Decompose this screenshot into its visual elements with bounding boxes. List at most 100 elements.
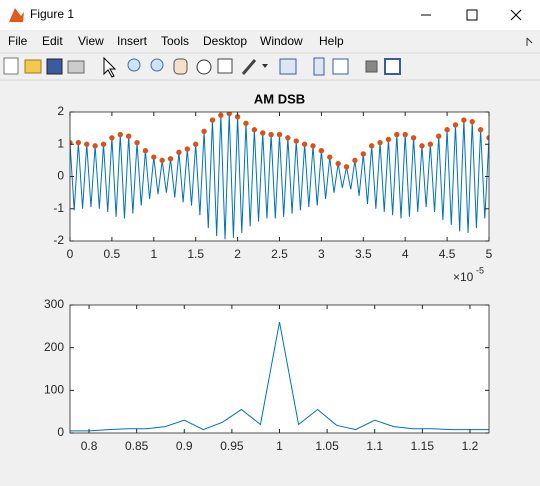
- x-multiplier: ×10: [453, 270, 474, 284]
- toolbar-icon[interactable]: [196, 59, 212, 75]
- data-marker: [142, 148, 149, 154]
- close-button[interactable]: [510, 9, 522, 21]
- data-marker: [310, 143, 316, 149]
- y-tick-label: 0: [57, 169, 64, 183]
- x-tick-label: 1.1: [366, 439, 383, 453]
- data-marker: [75, 139, 82, 146]
- toolbar-icon[interactable]: [262, 64, 268, 68]
- toolbar-icon[interactable]: [332, 58, 349, 75]
- y-tick-label: 1: [57, 136, 64, 150]
- x-tick-label: 4: [402, 247, 409, 261]
- y-tick-label: 0: [57, 425, 64, 439]
- data-marker: [402, 131, 408, 138]
- x-tick-label: 1.2: [462, 439, 479, 453]
- data-marker: [159, 157, 165, 164]
- toolbar-icon[interactable]: [217, 58, 233, 74]
- data-marker: [92, 143, 98, 149]
- x-tick-label: 5: [486, 247, 493, 261]
- toolbar-icon[interactable]: [67, 60, 85, 74]
- maximize-button[interactable]: [466, 9, 478, 21]
- menu-item[interactable]: Insert: [117, 34, 148, 48]
- data-marker: [209, 117, 216, 123]
- data-marker: [377, 139, 383, 146]
- x-tick-label: 1.15: [411, 439, 435, 453]
- y-tick-label: 2: [57, 104, 64, 118]
- data-marker: [301, 141, 308, 147]
- chart-title: AM DSB: [254, 91, 305, 106]
- data-marker: [100, 141, 107, 147]
- x-tick-label: 0.95: [220, 439, 244, 453]
- data-marker: [125, 133, 132, 139]
- x-tick-label: 4.5: [439, 247, 456, 261]
- menu-item[interactable]: View: [78, 34, 104, 48]
- data-marker: [218, 112, 224, 118]
- plot-area: [70, 112, 489, 241]
- data-marker: [419, 143, 425, 149]
- x-tick-label: 3.5: [355, 247, 372, 261]
- menu-bar: File Edit View Insert Tools Desktop Window Help: [8, 34, 344, 48]
- title-bar: [0, 0, 540, 30]
- data-marker: [352, 157, 358, 164]
- data-marker: [276, 131, 283, 138]
- dock-icon[interactable]: [526, 37, 533, 46]
- data-marker: [285, 135, 291, 141]
- x-tick-label: 3: [318, 247, 325, 261]
- data-marker: [410, 135, 417, 141]
- toolbar-icon[interactable]: [313, 57, 325, 76]
- menu-item[interactable]: Desktop: [203, 34, 247, 48]
- data-marker: [176, 149, 182, 156]
- data-marker: [461, 117, 467, 123]
- data-marker: [477, 127, 484, 133]
- data-marker: [117, 131, 123, 138]
- data-marker: [436, 133, 442, 139]
- menu-item[interactable]: File: [8, 34, 28, 48]
- toolbar-icon[interactable]: [3, 57, 19, 75]
- data-marker: [293, 138, 299, 144]
- x-tick-label: 1: [150, 247, 157, 261]
- data-marker: [243, 120, 249, 126]
- x-tick-label: 1: [276, 439, 283, 453]
- menu-item[interactable]: Help: [319, 34, 344, 48]
- data-marker: [327, 154, 333, 160]
- y-tick-label: 300: [44, 297, 64, 311]
- data-marker: [318, 148, 325, 154]
- data-marker: [109, 135, 115, 141]
- toolbar-icon[interactable]: [365, 60, 378, 73]
- data-marker: [201, 128, 207, 135]
- data-marker: [151, 154, 157, 160]
- data-marker: [268, 131, 274, 138]
- data-marker: [84, 141, 90, 147]
- data-marker: [134, 139, 140, 146]
- data-marker: [335, 160, 341, 167]
- toolbar-icon[interactable]: [150, 58, 164, 72]
- x-tick-label: 0.8: [81, 439, 98, 453]
- toolbar-icon[interactable]: [173, 58, 188, 75]
- toolbar-icon[interactable]: [384, 58, 401, 75]
- data-line: [70, 321, 489, 432]
- data-marker: [368, 143, 375, 149]
- toolbar-icon[interactable]: [46, 58, 63, 75]
- data-marker: [452, 122, 459, 128]
- toolbar-icon[interactable]: [127, 58, 141, 72]
- data-marker: [394, 131, 400, 138]
- menu-item[interactable]: Window: [260, 34, 303, 48]
- menu-item[interactable]: Edit: [42, 34, 63, 48]
- data-marker: [427, 141, 434, 147]
- data-marker: [385, 136, 392, 143]
- toolbar-icon[interactable]: [24, 59, 42, 74]
- data-marker: [251, 127, 258, 133]
- data-marker: [444, 127, 450, 133]
- toolbar-icon[interactable]: [241, 59, 257, 75]
- y-tick-label: 100: [44, 383, 64, 397]
- toolbar-icon[interactable]: [279, 58, 297, 75]
- toolbar-icon[interactable]: [103, 56, 117, 78]
- y-tick-label: -2: [53, 233, 64, 247]
- axes: 0.8 0.85 0.9 0.95 1 1.05 1.1 1.15 1.2 0 100 200 300: [44, 297, 490, 453]
- x-tick-label: 2: [234, 247, 241, 261]
- x-tick-label: 1.5: [187, 247, 204, 261]
- data-marker: [193, 141, 199, 147]
- x-tick-label: 2.5: [271, 247, 288, 261]
- x-exponent: -5: [476, 265, 484, 275]
- menu-item[interactable]: Tools: [161, 34, 189, 48]
